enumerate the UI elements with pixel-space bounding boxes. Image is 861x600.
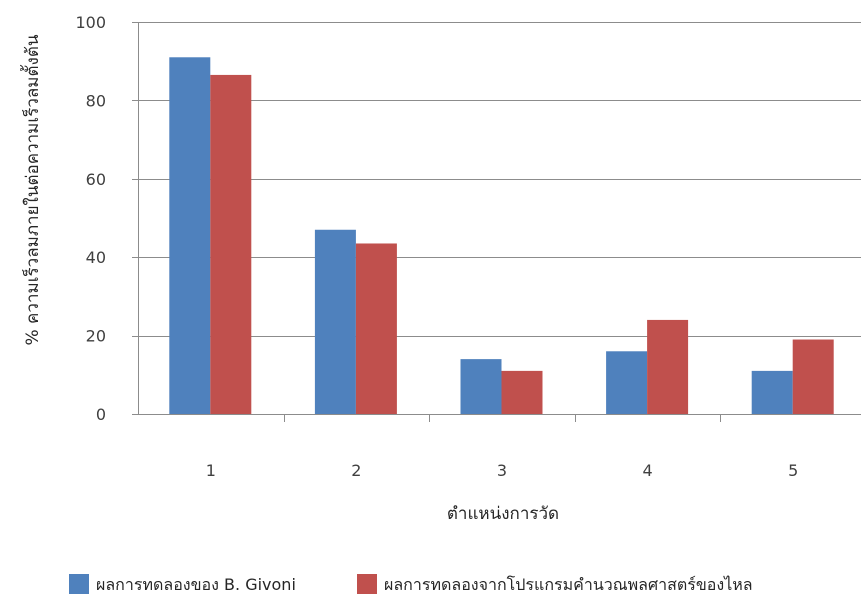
legend-label-cfd: ผลการทดลองจากโปรแกรมคำนวณพลศาสตร์ของไหล [384, 575, 753, 594]
y-tick-label: 40 [86, 248, 106, 267]
legend: ผลการทดลองของ B. Givoni ผลการทดลองจากโปร… [69, 574, 753, 594]
bar-series2-pos2 [355, 243, 397, 414]
x-tick-label: 3 [497, 461, 507, 480]
x-tick-labels: 1 2 3 4 5 [206, 461, 799, 480]
bar-series2-pos5 [792, 339, 834, 414]
y-tick-label: 20 [86, 327, 106, 346]
y-tick-label: 80 [86, 91, 106, 110]
y-axis-title: % ความเร็วลมภายในต่อความเร็วลมตั้งต้น [20, 34, 43, 345]
bar-series2-pos4 [647, 319, 689, 414]
x-tick-label: 4 [643, 461, 653, 480]
x-axis-title: ตำแหน่งการวัด [447, 504, 559, 524]
y-tick-label: 0 [96, 405, 106, 424]
y-tick-labels: 0 20 40 60 80 100 [75, 13, 106, 424]
x-tick-label: 2 [351, 461, 361, 480]
x-tick-label: 1 [206, 461, 216, 480]
bar-series1-pos1 [169, 57, 211, 414]
y-tick-label: 100 [75, 13, 106, 32]
legend-swatch-cfd [357, 574, 377, 594]
legend-label-b-givoni: ผลการทดลองของ B. Givoni [96, 575, 296, 594]
x-tick-label: 5 [788, 461, 798, 480]
bar-series1-pos5 [751, 370, 793, 414]
gridlines [132, 22, 861, 415]
bars [169, 57, 834, 415]
bar-series1-pos2 [314, 229, 356, 414]
bar-series1-pos3 [460, 359, 502, 414]
legend-swatch-b-givoni [69, 574, 89, 594]
bar-series2-pos3 [501, 370, 543, 414]
y-tick-label: 60 [86, 170, 106, 189]
bar-series1-pos4 [606, 351, 648, 414]
axes [138, 22, 861, 422]
bar-series2-pos1 [210, 74, 252, 415]
